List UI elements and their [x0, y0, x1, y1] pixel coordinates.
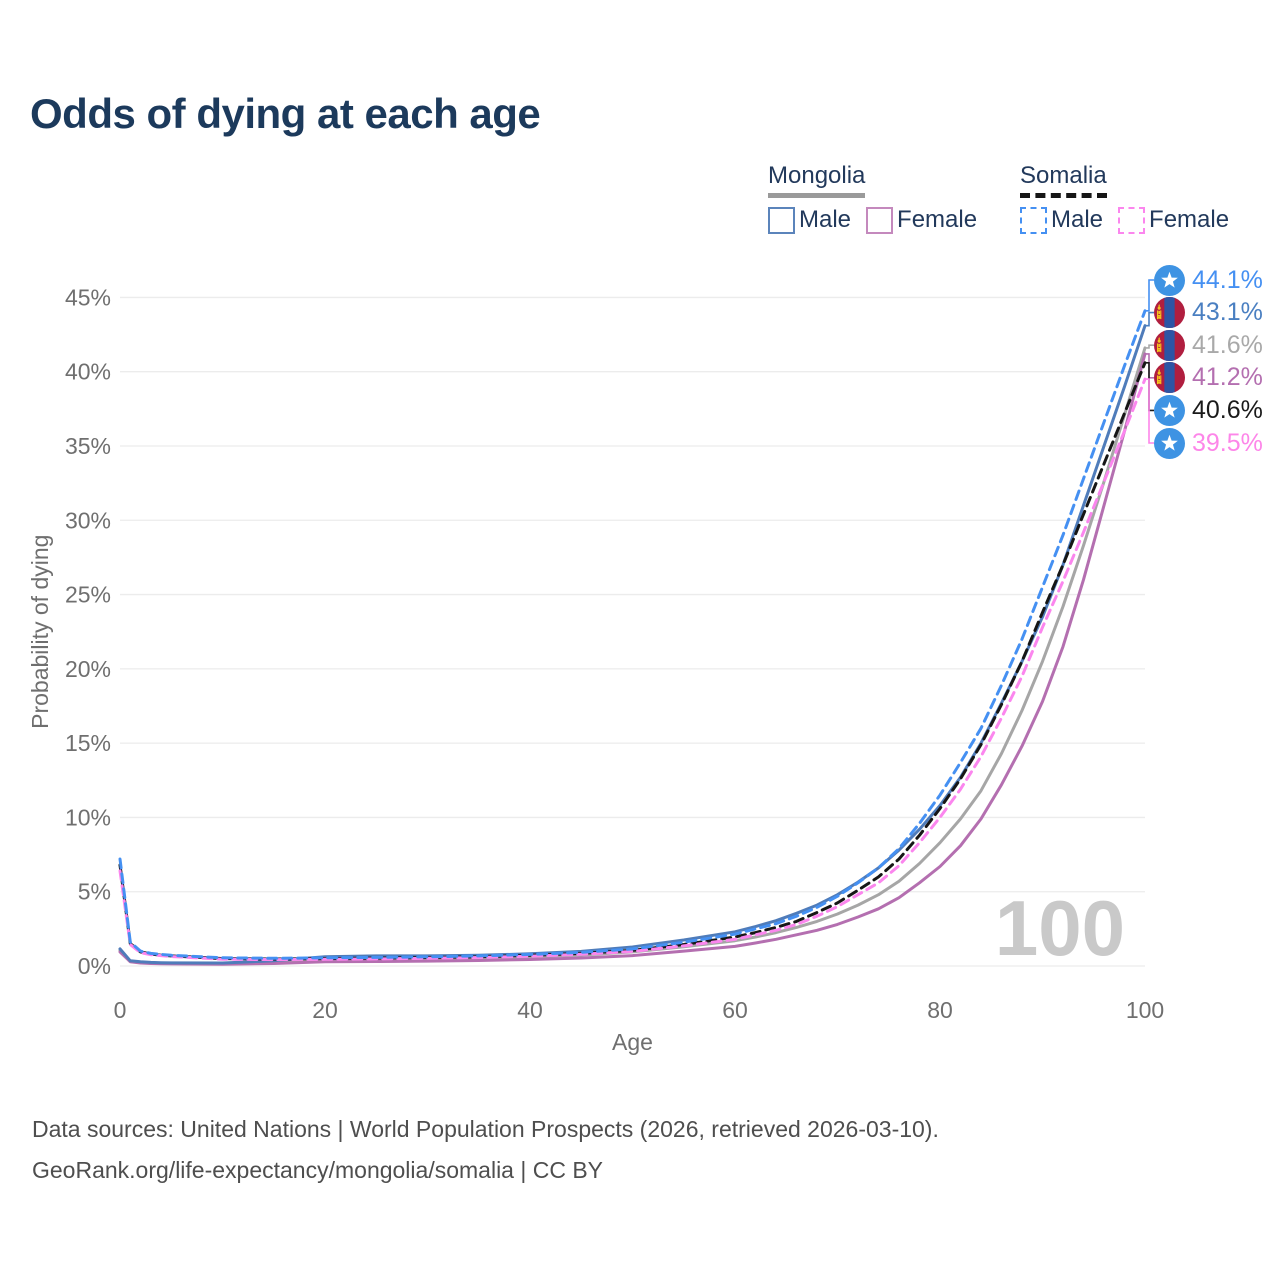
end-label-somalia-male: 44.1%: [1154, 264, 1263, 296]
end-label-mongolia-both: 41.6%: [1154, 329, 1263, 361]
mongolia-flag-icon: [1154, 362, 1185, 394]
end-label-somalia-both: 40.6%: [1154, 394, 1263, 426]
end-label-somalia-female: 39.5%: [1154, 427, 1263, 459]
legend-group-somalia: Somalia Male Female: [1020, 162, 1244, 234]
legend-label-somalia-female[interactable]: Female: [1149, 206, 1230, 233]
somalia-flag-icon: [1154, 427, 1185, 459]
x-tick-label: 80: [927, 997, 953, 1023]
mongolia-flag-icon: [1154, 329, 1185, 361]
y-tick-label: 0%: [78, 953, 111, 979]
legend-label-mongolia-female[interactable]: Female: [897, 206, 978, 233]
page-title: Odds of dying at each age: [30, 90, 541, 137]
y-tick-label: 5%: [78, 879, 111, 905]
y-tick-label: 10%: [65, 804, 111, 830]
age-watermark: 100: [995, 884, 1125, 972]
end-label-value: 44.1%: [1192, 265, 1263, 294]
legend-group-mongolia: Mongolia Male Female: [768, 162, 992, 234]
legend-swatch-somalia-male[interactable]: [1020, 206, 1047, 234]
legend-swatch-mongolia-male[interactable]: [768, 206, 795, 234]
y-tick-label: 40%: [65, 359, 111, 385]
legend-label-somalia-male[interactable]: Male: [1051, 206, 1104, 233]
y-tick-label: 35%: [65, 433, 111, 459]
y-tick-label: 25%: [65, 582, 111, 608]
legend-swatch-somalia-female[interactable]: [1118, 206, 1146, 234]
mongolia-flag-icon: [1154, 297, 1185, 329]
footer: Data sources: United Nations | World Pop…: [32, 1109, 939, 1191]
legend-items-mongolia: Male Female: [768, 206, 992, 234]
end-label-value: 43.1%: [1192, 298, 1263, 327]
series-line-somalia-both[interactable]: [118, 361, 1147, 961]
y-tick-label: 20%: [65, 656, 111, 682]
x-tick-label: 60: [722, 997, 748, 1023]
x-axis-title: Age: [612, 1029, 653, 1055]
end-label-connector: [1145, 279, 1154, 312]
end-label-mongolia-male: 43.1%: [1154, 297, 1263, 329]
legend-label-mongolia-male[interactable]: Male: [799, 206, 852, 233]
footer-data-sources: Data sources: United Nations | World Pop…: [32, 1116, 939, 1142]
y-tick-label: 15%: [65, 730, 111, 756]
legend-items-somalia: Male Female: [1020, 206, 1244, 234]
series-line-mongolia-male[interactable]: [118, 324, 1147, 965]
x-tick-label: 20: [312, 997, 338, 1023]
legend-header-somalia: Somalia: [1020, 162, 1107, 198]
legend-header-mongolia: Mongolia: [768, 162, 866, 198]
end-label-value: 39.5%: [1192, 428, 1263, 457]
x-tick-label: 40: [517, 997, 543, 1023]
y-axis-title: Probability of dying: [27, 535, 53, 729]
end-label-value: 40.6%: [1192, 395, 1263, 424]
legend-swatch-mongolia-female[interactable]: [866, 206, 894, 234]
end-label-mongolia-female: 41.2%: [1154, 362, 1263, 394]
end-label-connector: [1145, 378, 1154, 444]
y-tick-label: 30%: [65, 507, 111, 533]
y-tick-label: 45%: [65, 284, 111, 310]
end-label-connector: [1145, 344, 1154, 349]
somalia-flag-icon: [1154, 394, 1185, 426]
x-tick-label: 0: [114, 997, 127, 1023]
x-tick-label: 100: [1126, 997, 1164, 1023]
end-label-connector: [1145, 311, 1154, 327]
footer-attribution: GeoRank.org/life-expectancy/mongolia/som…: [32, 1157, 604, 1183]
series-line-somalia-male[interactable]: [118, 309, 1147, 960]
series-line-mongolia-both[interactable]: [118, 346, 1147, 966]
somalia-flag-icon: [1154, 264, 1185, 296]
end-label-value: 41.2%: [1192, 363, 1263, 392]
end-label-value: 41.6%: [1192, 330, 1263, 359]
